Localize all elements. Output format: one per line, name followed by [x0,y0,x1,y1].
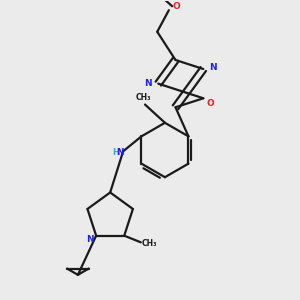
Text: CH₃: CH₃ [136,93,151,102]
Text: N: N [116,148,124,157]
Text: O: O [172,2,180,11]
Text: O: O [206,99,214,108]
Text: N: N [209,63,217,72]
Text: N: N [145,79,152,88]
Text: CH₃: CH₃ [141,239,157,248]
Text: N: N [86,235,93,244]
Text: H: H [112,148,119,157]
